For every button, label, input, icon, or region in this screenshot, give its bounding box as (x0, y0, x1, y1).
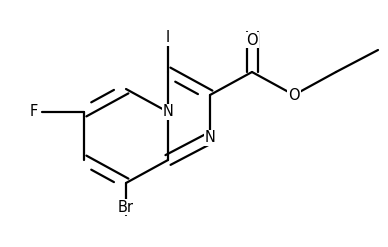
Text: Br: Br (118, 200, 134, 214)
Text: N: N (163, 104, 173, 120)
Text: O: O (246, 33, 258, 47)
Text: N: N (204, 130, 215, 145)
Text: F: F (30, 104, 38, 120)
Text: I: I (166, 30, 170, 45)
Text: O: O (288, 87, 300, 103)
